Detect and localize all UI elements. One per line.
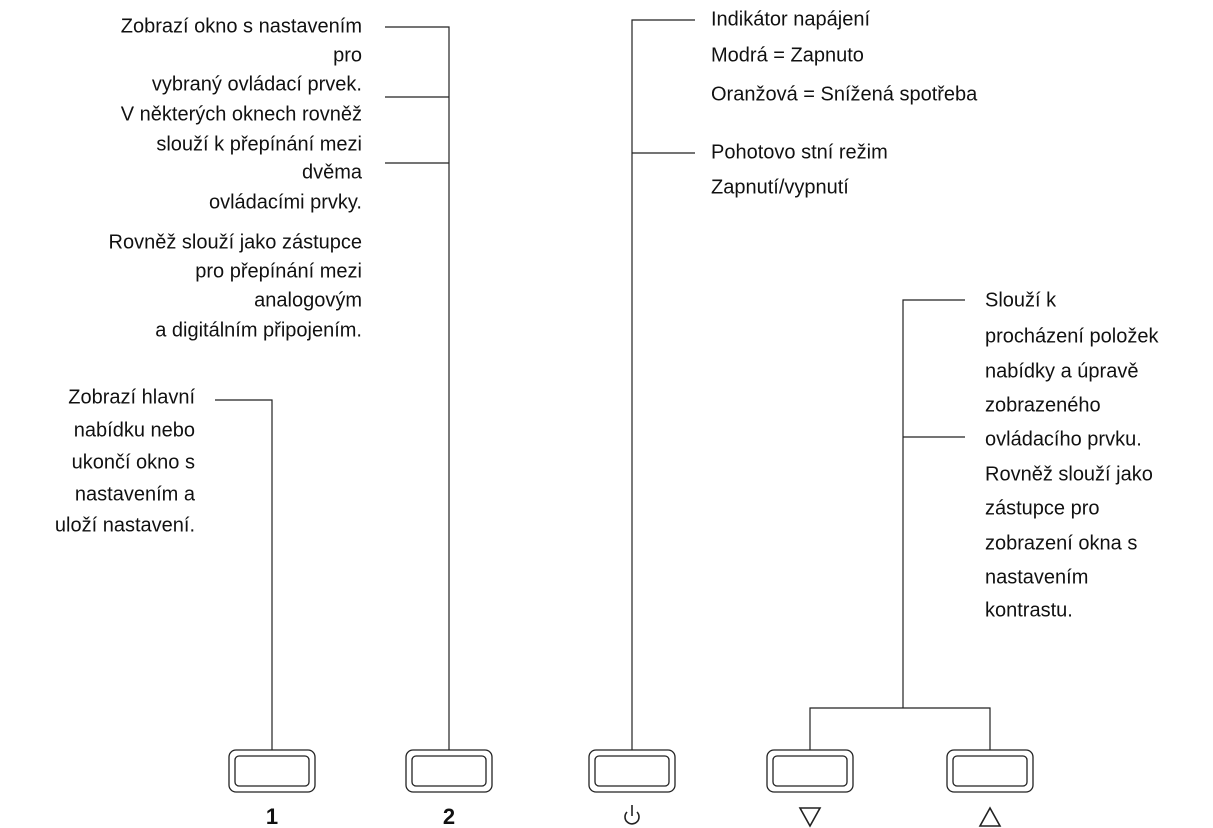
- button: [405, 749, 493, 793]
- callout-line: dvěma: [302, 161, 363, 183]
- callout-line: Zapnutí/vypnutí: [711, 176, 849, 198]
- callouts: Zobrazí okno s nastavením pro vybraný ovlá…: [55, 8, 1160, 621]
- callout-line: zástupce pro: [985, 497, 1100, 519]
- callout-line: kontrastu.: [985, 599, 1073, 621]
- callout-line: vybraný ovládací prvek.: [152, 73, 362, 95]
- down-icon: [798, 807, 822, 828]
- callout-line: pro přepínání mezi: [195, 260, 362, 282]
- callout-line: Zobrazí okno s nastavením: [121, 15, 362, 37]
- callout-line: Slouží k: [985, 289, 1057, 311]
- leader-line: [215, 399, 273, 750]
- callout-line: Indikátor napájení: [711, 8, 870, 30]
- up-icon: [978, 806, 1002, 827]
- callout-line: slouží k přepínání mezi: [156, 133, 362, 155]
- button-label: 2: [443, 804, 455, 828]
- callout-line: Zobrazí hlavní: [68, 386, 195, 408]
- leader-lines: [215, 19, 991, 750]
- callout-line: analogovým: [254, 289, 362, 311]
- callout-line: ovládacími prvky.: [209, 191, 362, 213]
- callout-line: ovládacího prvku.: [985, 428, 1142, 450]
- button: [766, 749, 854, 793]
- buttons: [228, 749, 1034, 793]
- leader-line: [809, 299, 991, 750]
- callout-line: pro: [333, 44, 362, 66]
- callout-line: procházení položek: [985, 325, 1159, 347]
- leader-line: [385, 26, 450, 750]
- callout-line: Rovněž slouží jako: [985, 463, 1153, 485]
- callout-line: Oranžová = Snížená spotřeba: [711, 83, 978, 105]
- callout-line: Pohotovo stní režim: [711, 141, 888, 163]
- callout-line: zobrazení okna s: [985, 532, 1137, 554]
- callout-line: nastavením a: [75, 483, 196, 505]
- callout-line: zobrazeného: [985, 394, 1101, 416]
- power-icon: [624, 805, 640, 825]
- leader-line: [631, 19, 695, 750]
- callout-line: nastavením: [985, 566, 1088, 588]
- button: [946, 749, 1034, 793]
- button: [228, 749, 316, 793]
- callout-line: nabídky a úpravě: [985, 360, 1138, 382]
- callout-line: Rovněž slouží jako zástupce: [109, 231, 362, 253]
- button: [588, 749, 676, 793]
- callout-line: V některých oknech rovněž: [121, 103, 362, 125]
- callout-line: uloží nastavení.: [55, 514, 195, 536]
- callout-line: a digitálním připojením.: [155, 319, 362, 341]
- button-label: 1: [266, 804, 278, 828]
- callout-line: Modrá = Zapnuto: [711, 44, 864, 66]
- callout-line: ukončí okno s: [72, 451, 195, 473]
- callout-line: nabídku nebo: [74, 419, 195, 441]
